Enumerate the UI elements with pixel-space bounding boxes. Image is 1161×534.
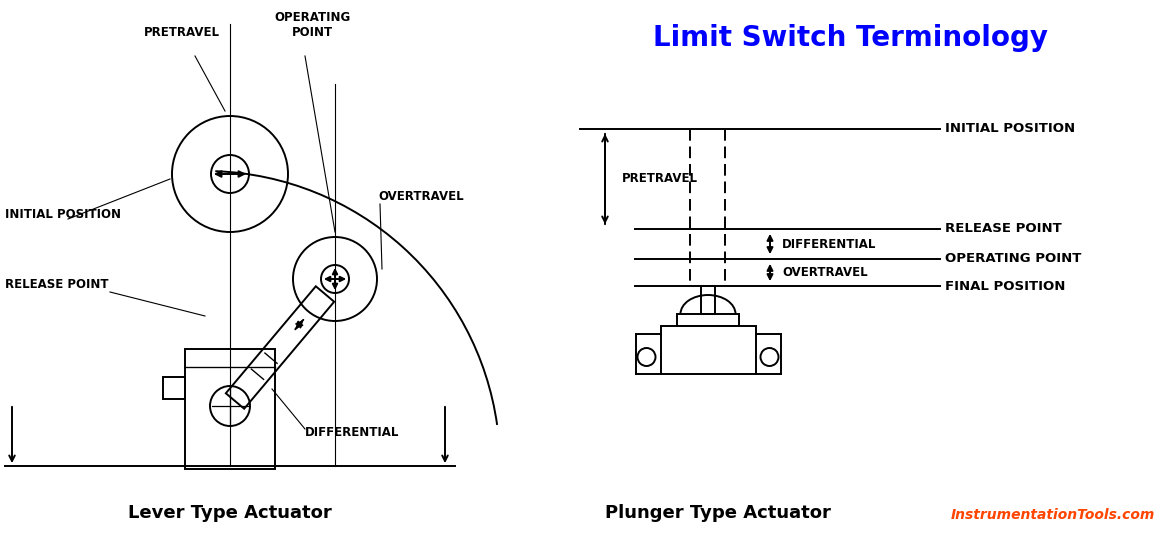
Text: PRETRAVEL: PRETRAVEL <box>622 172 698 185</box>
Text: OVERTRAVEL: OVERTRAVEL <box>783 266 867 279</box>
Bar <box>185 349 275 469</box>
Bar <box>661 326 756 374</box>
Text: INITIAL POSITION: INITIAL POSITION <box>945 122 1075 136</box>
Text: PRETRAVEL: PRETRAVEL <box>144 26 219 39</box>
Text: RELEASE POINT: RELEASE POINT <box>945 223 1062 235</box>
Text: DIFFERENTIAL: DIFFERENTIAL <box>305 426 399 438</box>
Text: OPERATING
POINT: OPERATING POINT <box>274 11 351 39</box>
Text: OVERTRAVEL: OVERTRAVEL <box>378 190 463 202</box>
Bar <box>163 377 185 399</box>
Text: FINAL POSITION: FINAL POSITION <box>945 279 1066 293</box>
Text: Plunger Type Actuator: Plunger Type Actuator <box>605 504 831 522</box>
Text: RELEASE POINT: RELEASE POINT <box>5 278 108 290</box>
Bar <box>701 286 715 314</box>
Text: OPERATING POINT: OPERATING POINT <box>945 253 1081 265</box>
Text: DIFFERENTIAL: DIFFERENTIAL <box>783 238 877 250</box>
Text: InstrumentationTools.com: InstrumentationTools.com <box>951 508 1155 522</box>
Text: INITIAL POSITION: INITIAL POSITION <box>5 208 121 221</box>
Text: Limit Switch Terminology: Limit Switch Terminology <box>652 24 1047 52</box>
Text: Lever Type Actuator: Lever Type Actuator <box>128 504 332 522</box>
Bar <box>677 314 740 326</box>
